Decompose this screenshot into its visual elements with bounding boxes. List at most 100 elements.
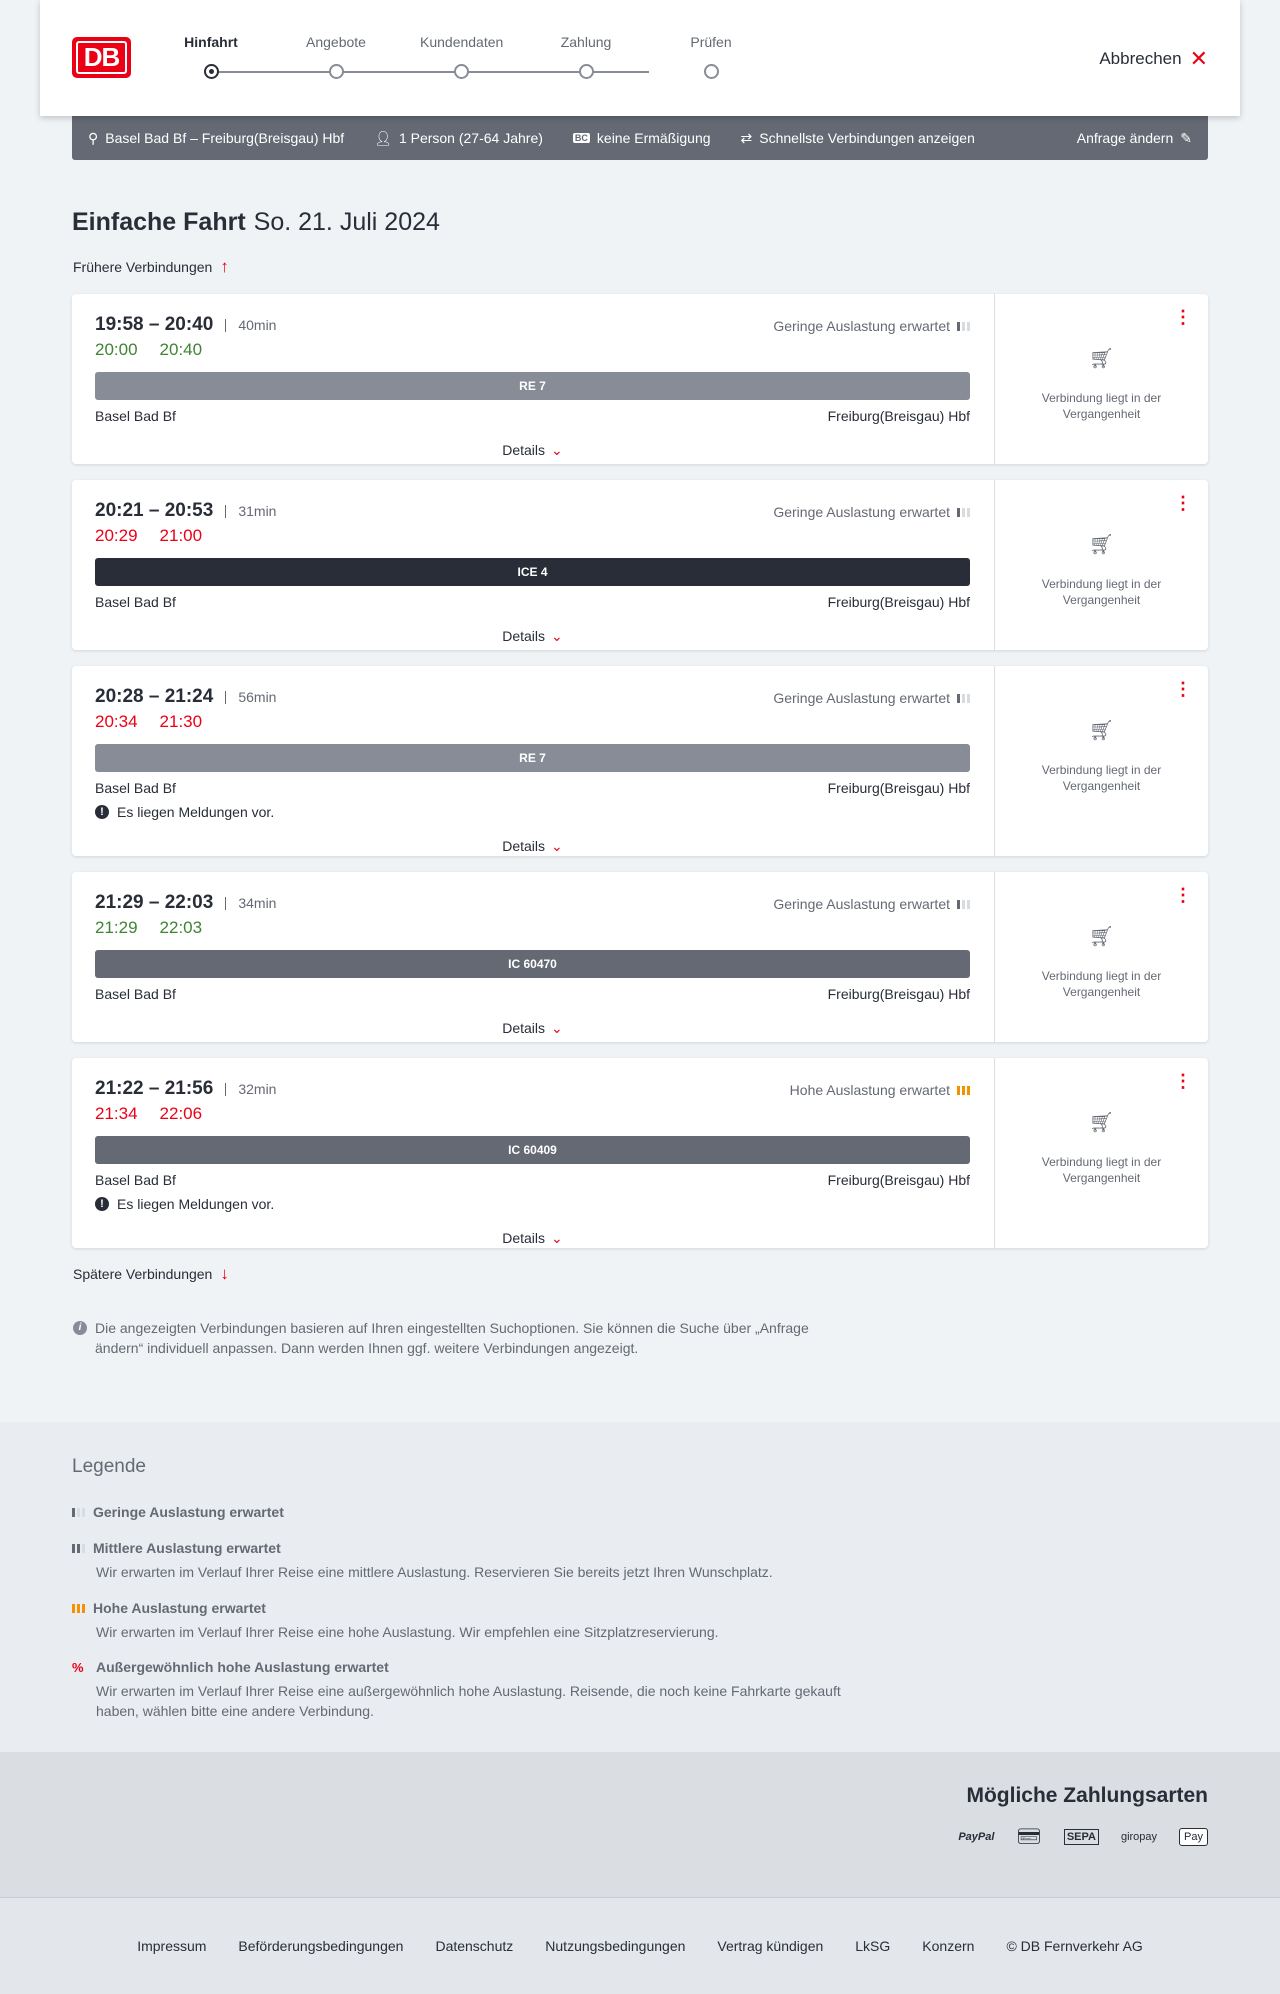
footer-link-konzern[interactable]: Konzern: [922, 1938, 975, 1954]
cart-unavailable-icon: 🛒︎: [1088, 534, 1115, 556]
legend-item-high: Hohe Auslastung erwartet Wir erwarten im …: [72, 1600, 872, 1642]
past-connection-text: Verbindung liegt in der Vergangenheit: [1041, 577, 1162, 607]
page-title: Einfache Fahrt So. 21. Juli 2024: [72, 208, 440, 236]
past-connection-text: Verbindung liegt in der Vergangenheit: [1041, 1155, 1162, 1185]
later-connections-link[interactable]: Spätere Verbindungen ↓: [73, 1264, 229, 1283]
more-options-icon[interactable]: ⋮: [1174, 885, 1192, 905]
details-toggle[interactable]: Details ⌄: [502, 838, 563, 854]
departure-station: Basel Bad Bf: [95, 408, 176, 424]
cart-unavailable-icon: 🛒︎: [1088, 926, 1115, 948]
load-medium-icon: [72, 1543, 85, 1553]
scheduled-times: 19:58 – 20:40: [95, 314, 214, 335]
step-zahlung: Zahlung: [545, 34, 627, 79]
bahncard-icon: BC: [572, 133, 590, 143]
train-bar[interactable]: RE 7: [95, 372, 970, 400]
giropay-logo: giropay: [1120, 1830, 1158, 1843]
past-connection-text: Verbindung liegt in der Vergangenheit: [1041, 391, 1162, 421]
search-option: ⇄ Schnellste Verbindungen anzeigen: [740, 129, 975, 147]
discount: BC keine Ermäßigung: [572, 130, 711, 146]
legend-item-extreme: % Außergewöhnlich hohe Auslastung erwarte…: [72, 1659, 841, 1719]
departure-station: Basel Bad Bf: [95, 986, 176, 1002]
cart-unavailable-icon: 🛒︎: [1088, 348, 1115, 370]
duration: 34min: [225, 896, 276, 910]
realtime-times: 20:00 20:40: [95, 340, 203, 359]
load-indicator: Geringe Auslastung erwartet: [773, 504, 970, 520]
footer-link-nutzungsbedingungen[interactable]: Nutzungsbedingungen: [545, 1938, 686, 1954]
pencil-icon: ✎: [1180, 129, 1192, 146]
step-pruefen: Prüfen: [670, 34, 752, 79]
load-low-icon: [957, 321, 970, 331]
train-bar[interactable]: IC 60470: [95, 950, 970, 978]
chevron-down-icon: ⌄: [551, 442, 563, 458]
duration: 56min: [225, 690, 276, 704]
realtime-times: 21:34 22:06: [95, 1104, 203, 1123]
details-toggle[interactable]: Details ⌄: [502, 1020, 563, 1036]
more-options-icon[interactable]: ⋮: [1174, 493, 1192, 513]
load-indicator: Geringe Auslastung erwartet: [773, 896, 970, 912]
earlier-connections-link[interactable]: Frühere Verbindungen ↑: [73, 257, 229, 276]
details-toggle[interactable]: Details ⌄: [502, 442, 563, 458]
sepa-logo: SEPA: [1063, 1828, 1099, 1845]
more-options-icon[interactable]: ⋮: [1174, 307, 1192, 327]
arrival-station: Freiburg(Breisgau) Hbf: [827, 1172, 970, 1188]
footer-link-lksg[interactable]: LkSG: [855, 1938, 891, 1954]
connection-card: 21:29 – 22:03 34min 21:29 22:03 Geringe Au…: [72, 872, 1208, 1042]
load-high-icon: [72, 1603, 85, 1613]
info-note: i Die angezeigten Verbindungen basieren a…: [73, 1318, 853, 1358]
train-bar[interactable]: ICE 4: [95, 558, 970, 586]
step-angebote: Angebote: [295, 34, 377, 79]
more-options-icon[interactable]: ⋮: [1174, 1071, 1192, 1091]
connection-card: 19:58 – 20:40 40min 20:00 20:40 Geringe Au…: [72, 294, 1208, 464]
arrow-down-icon: ↓: [220, 1264, 229, 1283]
cart-unavailable-icon: 🛒︎: [1088, 1112, 1115, 1134]
connection-card: 21:22 – 21:56 32min 21:34 22:06 Hohe Ausla…: [72, 1058, 1208, 1248]
train-bar[interactable]: RE 7: [95, 744, 970, 772]
paypal-logo: PayPal: [958, 1830, 995, 1843]
load-low-icon: [72, 1507, 85, 1517]
departure-station: Basel Bad Bf: [95, 594, 176, 610]
load-indicator: Geringe Auslastung erwartet: [773, 690, 970, 706]
db-logo[interactable]: DB: [72, 37, 131, 78]
train-bar[interactable]: IC 60409: [95, 1136, 970, 1164]
duration: 31min: [225, 504, 276, 518]
legend-item-medium: Mittlere Auslastung erwartet Wir erwarten…: [72, 1540, 872, 1582]
load-low-icon: [957, 899, 970, 909]
footer-link-befoerderungsbedingungen[interactable]: Beförderungsbedingungen: [238, 1938, 404, 1954]
more-options-icon[interactable]: ⋮: [1174, 679, 1192, 699]
close-icon: ✕: [1189, 46, 1208, 71]
past-connection-text: Verbindung liegt in der Vergangenheit: [1041, 763, 1162, 793]
header: DB Hinfahrt Angebote Kundendaten Zahlung…: [40, 0, 1240, 116]
legend: Legende Geringe Auslastung erwartet Mitt…: [0, 1422, 1280, 1752]
realtime-times: 20:34 21:30: [95, 712, 203, 731]
details-toggle[interactable]: Details ⌄: [502, 1230, 563, 1246]
footer-link-datenschutz[interactable]: Datenschutz: [435, 1938, 514, 1954]
progress-steps: Hinfahrt Angebote Kundendaten Zahlung Pr…: [170, 34, 732, 84]
chevron-down-icon: ⌄: [551, 1020, 563, 1036]
footer: Impressum Beförderungsbedingungen Datens…: [0, 1897, 1280, 1994]
alert-icon: !: [95, 805, 109, 819]
duration: 32min: [225, 1082, 276, 1096]
swap-icon: ⇄: [740, 129, 753, 146]
footer-link-impressum[interactable]: Impressum: [137, 1938, 207, 1954]
credit-card-icon: 💳︎: [1016, 1826, 1042, 1848]
load-extreme-icon: %: [72, 1659, 84, 1675]
travel-date: So. 21. Juli 2024: [253, 208, 440, 236]
connection-card: 20:28 – 21:24 56min 20:34 21:30 Geringe Au…: [72, 666, 1208, 856]
load-indicator: Hohe Auslastung erwartet: [790, 1082, 970, 1098]
details-toggle[interactable]: Details ⌄: [502, 628, 563, 644]
chevron-down-icon: ⌄: [551, 628, 563, 644]
location-pin-icon: ⚲: [88, 129, 99, 146]
arrival-station: Freiburg(Breisgau) Hbf: [827, 780, 970, 796]
apple-pay-logo: Pay: [1179, 1827, 1208, 1846]
notice: ! Es liegen Meldungen vor.: [95, 1196, 970, 1212]
person-icon: 👤︎: [374, 129, 392, 146]
arrival-station: Freiburg(Breisgau) Hbf: [827, 408, 970, 424]
arrival-station: Freiburg(Breisgau) Hbf: [827, 594, 970, 610]
past-connection-text: Verbindung liegt in der Vergangenheit: [1041, 969, 1162, 999]
cart-unavailable-icon: 🛒︎: [1088, 720, 1115, 742]
edit-search-button[interactable]: Anfrage ändern ✎: [1076, 129, 1192, 147]
step-kundendaten: Kundendaten: [420, 34, 503, 79]
duration: 40min: [225, 318, 276, 332]
cancel-button[interactable]: Abbrechen ✕: [1099, 46, 1208, 71]
footer-link-vertrag-kuendigen[interactable]: Vertrag kündigen: [717, 1938, 824, 1954]
